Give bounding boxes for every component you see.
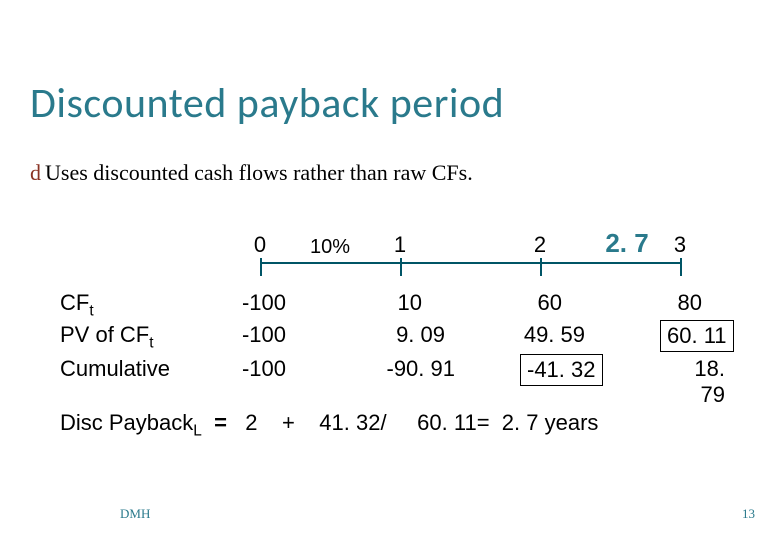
cft-v0: -100	[242, 290, 286, 316]
eq-lhs-label: Disc Payback	[60, 410, 193, 435]
eq-denominator: 60. 11	[417, 410, 477, 435]
bullet-line: dUses discounted cash flows rather than …	[30, 160, 473, 186]
cft-sub: t	[89, 302, 93, 319]
timeline-tick-2	[540, 258, 542, 276]
row-label-cum: Cumulative	[60, 356, 170, 382]
pv-v2: 49. 59	[524, 322, 585, 348]
row-label-pv: PV of CFt	[60, 322, 154, 352]
row-label-cft: CFt	[60, 290, 94, 320]
eq-whole: 2	[245, 410, 257, 435]
timeline-label-0: 0	[254, 232, 266, 258]
cum-v3: 18. 79	[670, 356, 725, 408]
equation: Disc PaybackL = 2 + 41. 32/ 60. 11= 2. 7…	[60, 410, 598, 440]
cft-v3: 80	[678, 290, 702, 316]
cum-v0: -100	[242, 356, 286, 382]
cum-v2-box: -41. 32	[520, 354, 603, 386]
pv-label: PV of CF	[60, 322, 149, 347]
bullet-glyph: d	[30, 160, 41, 186]
timeline-label-3: 3	[674, 232, 686, 258]
cft-v1: 10	[398, 290, 422, 316]
footer-author: DMH	[120, 506, 150, 522]
slide: Discounted payback period dUses discount…	[0, 0, 780, 540]
pv-v0: -100	[242, 322, 286, 348]
timeline-axis	[260, 262, 680, 264]
cft-v2: 60	[538, 290, 562, 316]
eq-rhs-equals: =	[477, 410, 490, 435]
eq-numerator: 41. 32	[319, 410, 380, 435]
eq-lhs-sub: L	[193, 422, 202, 439]
eq-slash: /	[380, 410, 386, 435]
timeline-payback-label: 2. 7	[605, 228, 648, 259]
pv-v1: 9. 09	[396, 322, 445, 348]
eq-result: 2. 7 years	[502, 410, 599, 435]
timeline-rate-label: 10%	[310, 236, 350, 259]
pv-v3-box: 60. 11	[660, 320, 734, 352]
cft-label: CF	[60, 290, 89, 315]
eq-plus: +	[282, 410, 295, 435]
timeline-tick-0	[260, 258, 262, 276]
eq-equals: =	[214, 410, 227, 435]
timeline-label-2: 2	[534, 232, 546, 258]
timeline-tick-3	[680, 258, 682, 276]
cum-v1: -90. 91	[387, 356, 456, 382]
pv-sub: t	[149, 334, 153, 351]
timeline-label-1: 1	[394, 232, 406, 258]
slide-title: Discounted payback period	[30, 78, 504, 129]
page-number: 13	[742, 506, 755, 522]
bullet-text: Uses discounted cash flows rather than r…	[45, 160, 473, 185]
timeline-tick-1	[400, 258, 402, 276]
